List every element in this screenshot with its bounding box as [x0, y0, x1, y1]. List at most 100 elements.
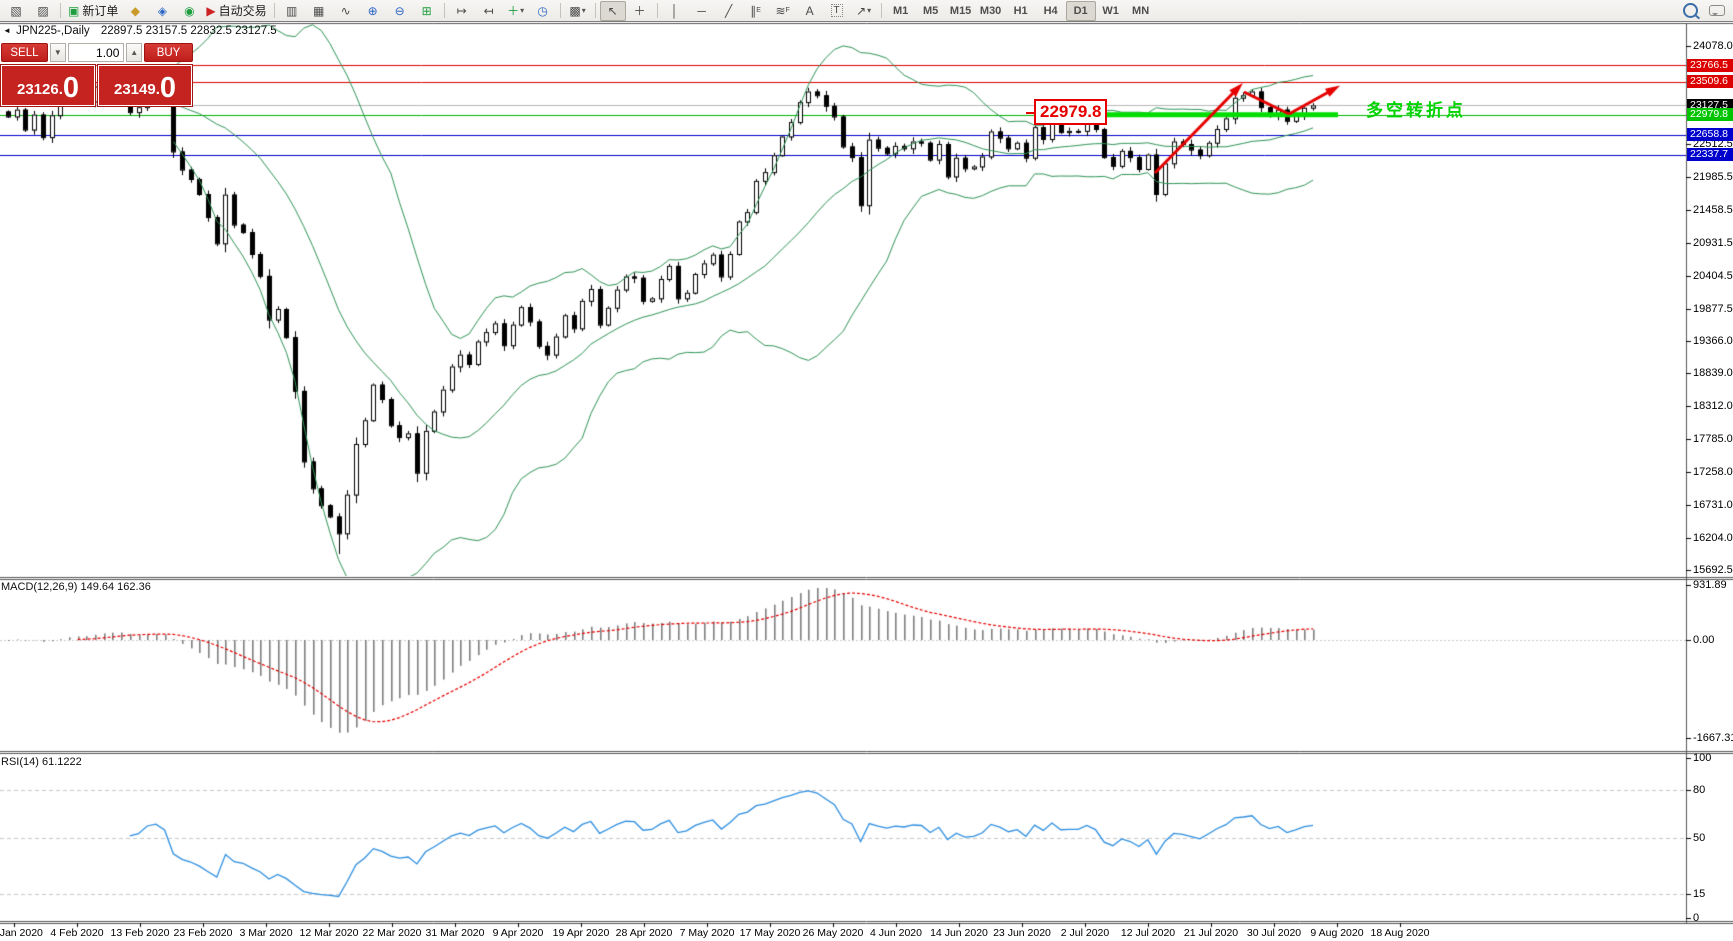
equidistant-channel-icon[interactable]: ∥ E [750, 3, 761, 18]
price-tick: 0.00 [1693, 634, 1715, 646]
chart-symbol: JPN225-,Daily [16, 25, 90, 37]
date-label: 19 Apr 2020 [552, 927, 610, 939]
price-tick: 18312.0 [1693, 400, 1733, 413]
horizontal-line-icon[interactable]: ─ [697, 3, 706, 18]
expert-advisors-icon[interactable]: ◈ [157, 3, 167, 18]
one-click-trading-panel: SELL ▼ 1.00 ▲ BUY 23126. 0 23149. 0 [0, 43, 193, 107]
date-label: 31 Mar 2020 [425, 927, 485, 939]
date-label: 14 Jun 2020 [930, 927, 988, 939]
new-order-button[interactable]: ▣ 新订单 [68, 3, 119, 19]
price-tick: 21458.5 [1693, 203, 1733, 216]
sell-price-box[interactable]: 23126. 0 [0, 64, 96, 107]
chart-profiles-icon[interactable]: ▨ [37, 3, 49, 18]
toolbar-separator [656, 3, 658, 18]
price-tick: 16204.0 [1693, 532, 1733, 545]
date-label: 26 May 2020 [802, 927, 864, 939]
sell-price-big-digit: 0 [62, 72, 80, 104]
chart-shift-icon[interactable]: ↤ [483, 3, 494, 18]
toolbar-separator [594, 3, 596, 18]
zoom-in-icon[interactable]: ⊕ [367, 3, 378, 18]
date-label: 4 Feb 2020 [50, 927, 104, 939]
price-flag: 23509.6 [1687, 75, 1733, 89]
timeframe-mn[interactable]: MN [1132, 4, 1150, 17]
price-tick: 80 [1693, 784, 1706, 796]
cursor-icon[interactable]: ↖ [599, 0, 626, 21]
auto-scroll-icon[interactable]: ↦ [456, 3, 467, 18]
candlestick-chart-icon[interactable]: ▦ [312, 3, 325, 18]
autotrading-label: 自动交易 [218, 4, 267, 18]
toolbar-separator [880, 3, 882, 18]
toolbar-separator [273, 3, 275, 18]
price-tick: 15 [1693, 888, 1706, 900]
price-flag: 22337.7 [1687, 148, 1733, 162]
date-label: 22 Mar 2020 [362, 927, 422, 939]
sell-price: 23126. [16, 81, 63, 98]
price-tick: 20931.5 [1693, 236, 1733, 249]
price-tick: 24078.0 [1693, 40, 1733, 52]
search-icon[interactable] [1677, 1, 1703, 21]
date-label: 7 May 2020 [679, 927, 735, 939]
price-tick: 17785.0 [1693, 433, 1733, 446]
date-label: 9 Aug 2020 [1310, 927, 1364, 939]
price-flag: 22658.8 [1687, 128, 1733, 142]
date-label: 21 Jul 2020 [1183, 927, 1239, 939]
toolbar-separator [60, 3, 61, 18]
date-label: 12 Jul 2020 [1120, 927, 1176, 939]
price-tick: 100 [1693, 752, 1712, 764]
timeframe-m5[interactable]: M5 [922, 4, 939, 17]
text-label-icon[interactable]: T [824, 1, 850, 21]
date-label: 30 Jul 2020 [1246, 927, 1302, 939]
timeframe-h1[interactable]: H1 [1013, 4, 1028, 17]
timeframe-h4[interactable]: H4 [1043, 4, 1058, 17]
new-chart-icon[interactable]: ▧ [10, 3, 22, 18]
new-order-label: 新订单 [82, 4, 119, 18]
line-chart-icon[interactable]: ∿ [340, 3, 351, 18]
chart-title: ◄ JPN225-,Daily 22897.5 23157.5 22832.5 … [3, 25, 277, 37]
bar-chart-icon[interactable]: ▥ [285, 3, 298, 18]
autotrading-button[interactable]: ▶ 自动交易 [206, 3, 267, 19]
date-label: 17 May 2020 [739, 927, 801, 939]
trendline-icon[interactable]: ╱ [724, 3, 733, 18]
price-level-annotation: 22979.8 [1025, 99, 1108, 125]
tile-windows-icon[interactable]: ⊞ [421, 3, 432, 18]
text-icon[interactable]: A [805, 3, 814, 18]
date-label: 28 Apr 2020 [615, 927, 673, 939]
timeframe-m30[interactable]: M30 [979, 4, 1002, 17]
sell-button[interactable]: SELL [1, 43, 48, 62]
timeframe-m1[interactable]: M1 [892, 4, 909, 17]
zoom-out-icon[interactable]: ⊖ [394, 3, 405, 18]
date-label: 18 Aug 2020 [1370, 927, 1430, 939]
buy-button[interactable]: BUY [144, 43, 193, 62]
period-converter-icon[interactable]: ◷ [537, 3, 548, 18]
timeframe-d1[interactable]: D1 [1065, 0, 1096, 21]
buy-price-box[interactable]: 23149. 0 [97, 64, 193, 107]
price-flag: 23766.5 [1687, 58, 1733, 72]
templates-icon[interactable]: ▩ ▾ [569, 3, 586, 18]
toolbar-separator [443, 3, 445, 18]
fibonacci-icon[interactable]: ≋ F [775, 3, 790, 18]
buy-price: 23149. [113, 81, 160, 98]
toolbar: ▧ ▨ ▣ 新订单 ◆ ◈ ◉ ▶ 自动交易 ▥ ▦ ∿ ⊕ ⊖ ⊞ ↦ ↤ ＋ ▾ … [0, 0, 1733, 22]
signals-icon[interactable]: ◉ [184, 3, 195, 18]
chat-icon[interactable] [1704, 1, 1730, 21]
price-tick: 18839.0 [1693, 367, 1733, 380]
vertical-line-icon[interactable]: │ [670, 3, 679, 18]
add-indicator-icon[interactable]: ＋ ▾ [507, 4, 525, 18]
chart-ohlc-values: 22897.5 23157.5 22832.5 23127.5 [100, 25, 277, 37]
timeframe-w1[interactable]: W1 [1102, 4, 1119, 17]
history-center-icon[interactable]: ◆ [130, 3, 140, 18]
volume-increase-button[interactable]: ▲ [126, 43, 143, 62]
volume-input[interactable]: 1.00 [67, 43, 125, 62]
date-label: 23 Feb 2020 [173, 927, 233, 939]
price-flag: 22979.8 [1687, 108, 1733, 122]
date-label: 2 Jul 2020 [1060, 927, 1110, 939]
date-label: 9 Apr 2020 [492, 927, 544, 939]
timeframe-m15[interactable]: M15 [949, 4, 972, 17]
crosshair-icon[interactable]: ＋ [633, 4, 646, 18]
timeframe-bar: M1 M5 M15 M30 H1 H4 D1 W1 MN [886, 0, 1156, 21]
date-label: 23 Jun 2020 [993, 927, 1051, 939]
volume-decrease-button[interactable]: ▼ [49, 43, 66, 62]
toolbar-separator [559, 3, 561, 18]
arrows-tool-icon[interactable]: ↗ ▾ [856, 3, 872, 18]
